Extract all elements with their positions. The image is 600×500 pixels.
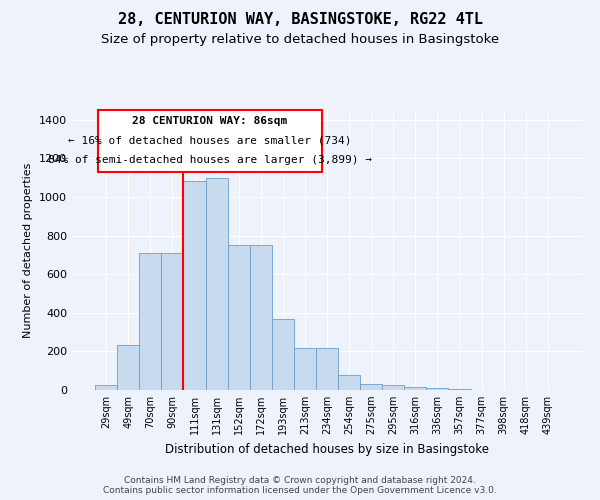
Bar	[95, 385, 117, 390]
Bar	[250, 245, 272, 390]
Text: 28, CENTURION WAY, BASINGSTOKE, RG22 4TL: 28, CENTURION WAY, BASINGSTOKE, RG22 4TL	[118, 12, 482, 28]
Text: ← 16% of detached houses are smaller (734): ← 16% of detached houses are smaller (73…	[68, 135, 352, 145]
Bar	[404, 386, 427, 390]
Bar	[448, 389, 470, 390]
Bar	[184, 182, 206, 390]
Bar	[117, 344, 139, 390]
Bar	[294, 348, 316, 390]
Bar	[206, 178, 227, 390]
Text: Size of property relative to detached houses in Basingstoke: Size of property relative to detached ho…	[101, 32, 499, 46]
X-axis label: Distribution of detached houses by size in Basingstoke: Distribution of detached houses by size …	[165, 442, 489, 456]
Bar	[360, 384, 382, 390]
Bar	[316, 348, 338, 390]
Bar	[338, 374, 360, 390]
Bar	[161, 253, 184, 390]
Bar	[227, 245, 250, 390]
Text: 84% of semi-detached houses are larger (3,899) →: 84% of semi-detached houses are larger (…	[48, 155, 372, 165]
Text: 28 CENTURION WAY: 86sqm: 28 CENTURION WAY: 86sqm	[132, 116, 287, 126]
Bar	[382, 385, 404, 390]
Bar	[272, 318, 294, 390]
Bar	[427, 388, 448, 390]
Bar	[139, 253, 161, 390]
Text: Contains HM Land Registry data © Crown copyright and database right 2024.
Contai: Contains HM Land Registry data © Crown c…	[103, 476, 497, 495]
Y-axis label: Number of detached properties: Number of detached properties	[23, 162, 34, 338]
FancyBboxPatch shape	[97, 110, 322, 172]
